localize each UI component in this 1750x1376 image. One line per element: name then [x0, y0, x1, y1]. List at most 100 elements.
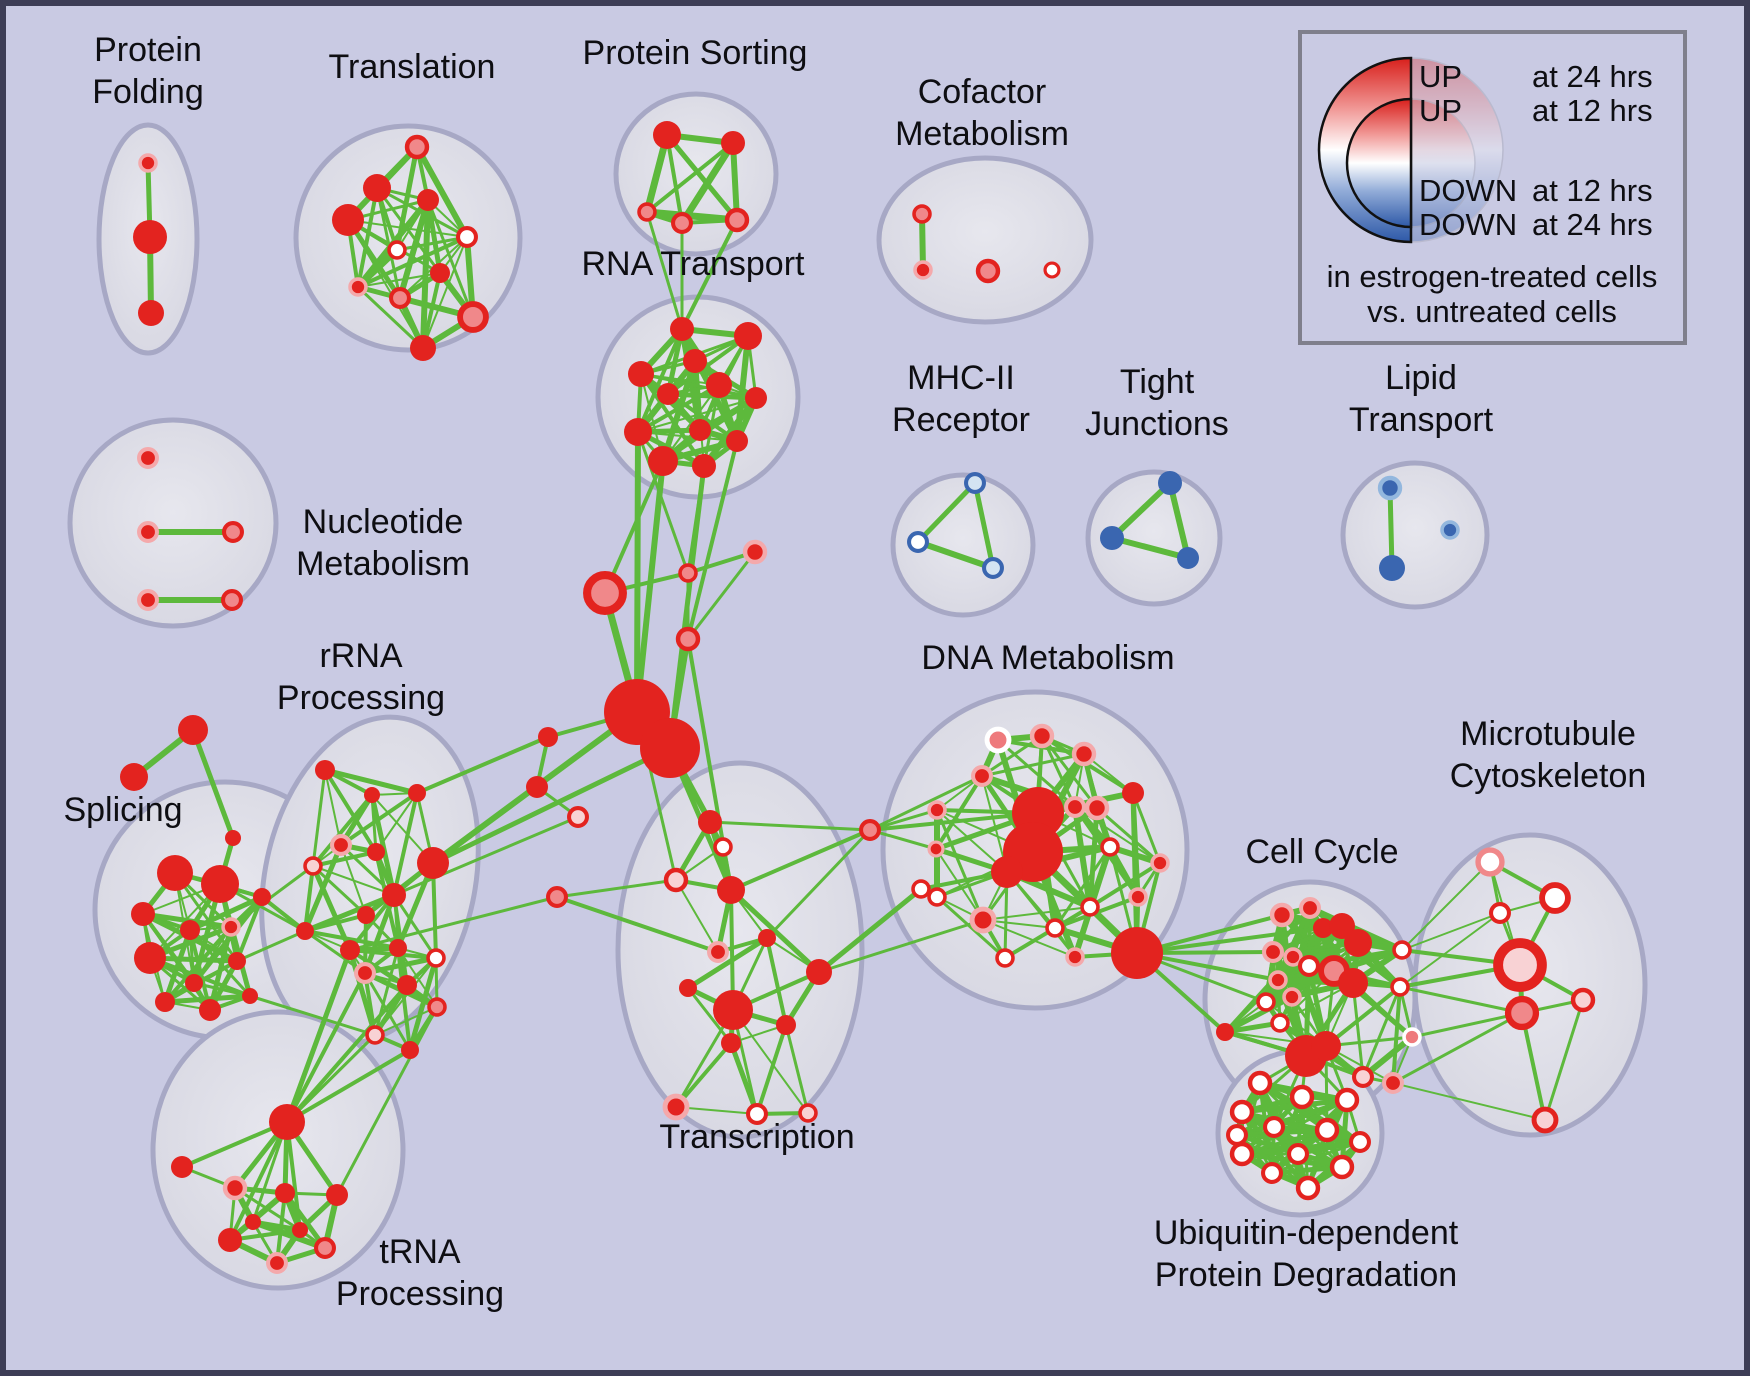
dna-node-19[interactable]	[995, 948, 1015, 968]
ex-node-1[interactable]	[678, 563, 698, 583]
ps-node-4[interactable]	[724, 207, 750, 233]
lt-node-1[interactable]	[1379, 555, 1405, 581]
rrna-node-11[interactable]	[426, 948, 446, 968]
ex-node-2[interactable]	[675, 626, 701, 652]
rrna-node-6[interactable]	[417, 847, 449, 879]
ps-node-2[interactable]	[637, 202, 657, 222]
nm-node-4[interactable]	[221, 589, 243, 611]
ps-node-0[interactable]	[653, 121, 681, 149]
trna-node-9[interactable]	[292, 1222, 308, 1238]
lt-node-2[interactable]	[1440, 520, 1460, 540]
spl-node-0[interactable]	[157, 855, 193, 891]
rrna-node-7[interactable]	[382, 883, 406, 907]
ubi-node-3[interactable]	[1229, 1099, 1255, 1125]
rrna-node-12[interactable]	[389, 939, 407, 957]
tr-node-2[interactable]	[417, 189, 439, 211]
rrna-node-5[interactable]	[367, 843, 385, 861]
dna-node-17[interactable]	[1080, 897, 1100, 917]
rt-node-9[interactable]	[726, 430, 748, 452]
dna-node-0[interactable]	[984, 726, 1012, 754]
rrna-node-13[interactable]	[354, 962, 376, 984]
rrna-node-4[interactable]	[303, 856, 323, 876]
tsc-node-2[interactable]	[663, 867, 689, 893]
tsc-node-10[interactable]	[721, 1033, 741, 1053]
trna-node-7[interactable]	[266, 1252, 288, 1274]
rt-node-1[interactable]	[734, 322, 762, 350]
tr-node-4[interactable]	[456, 226, 478, 248]
cc-node-18[interactable]	[1392, 940, 1412, 960]
cf-node-1[interactable]	[913, 260, 933, 280]
tr-node-8[interactable]	[389, 287, 411, 309]
rrna-node-16[interactable]	[365, 1025, 385, 1045]
spl-node-8[interactable]	[228, 952, 246, 970]
cc-node-15[interactable]	[1311, 1031, 1341, 1061]
tr-node-0[interactable]	[404, 134, 430, 160]
mhc-node-2[interactable]	[982, 557, 1004, 579]
dna-node-9[interactable]	[1100, 837, 1120, 857]
spl-node-6[interactable]	[134, 942, 166, 974]
dna-node-4[interactable]	[927, 800, 947, 820]
tj-node-1[interactable]	[1100, 526, 1124, 550]
rrna-node-3[interactable]	[330, 834, 352, 856]
spl-node-11[interactable]	[242, 988, 258, 1004]
rrna-node-8[interactable]	[357, 906, 375, 924]
tr-node-1[interactable]	[363, 174, 391, 202]
lt-node-0[interactable]	[1377, 475, 1403, 501]
ubi-node-5[interactable]	[1314, 1117, 1340, 1143]
rrna-node-15[interactable]	[427, 997, 447, 1017]
spl-node-5[interactable]	[253, 888, 271, 906]
ex-node-10[interactable]	[178, 715, 208, 745]
ubi-node-12[interactable]	[1226, 1124, 1248, 1146]
cc-node-5[interactable]	[1262, 941, 1284, 963]
tr-node-9[interactable]	[457, 301, 489, 333]
mt-node-5[interactable]	[1570, 987, 1596, 1013]
mt-node-2[interactable]	[1489, 902, 1511, 924]
cc-node-9[interactable]	[1338, 968, 1368, 998]
tsc-node-9[interactable]	[776, 1015, 796, 1035]
dna-node-18[interactable]	[1065, 947, 1085, 967]
pf-node-0[interactable]	[138, 153, 158, 173]
ubi-node-0[interactable]	[1247, 1070, 1273, 1096]
rrna-node-17[interactable]	[401, 1041, 419, 1059]
pf-node-1[interactable]	[133, 220, 167, 254]
rrna-node-14[interactable]	[397, 975, 417, 995]
mt-node-6[interactable]	[1531, 1106, 1559, 1134]
ubi-node-11[interactable]	[1295, 1175, 1321, 1201]
tsc-node-6[interactable]	[679, 979, 697, 997]
ubi-node-6[interactable]	[1349, 1131, 1371, 1153]
rt-node-2[interactable]	[683, 349, 707, 373]
cc-node-19[interactable]	[1390, 977, 1410, 997]
tsc-node-5[interactable]	[707, 941, 729, 963]
dna-node-12[interactable]	[1150, 853, 1170, 873]
cc-node-2[interactable]	[1313, 918, 1333, 938]
nm-node-3[interactable]	[137, 589, 159, 611]
nm-node-2[interactable]	[222, 521, 244, 543]
tr-node-7[interactable]	[348, 277, 368, 297]
ex-node-4[interactable]	[640, 718, 700, 778]
tsc-node-8[interactable]	[713, 990, 753, 1030]
rrna-node-10[interactable]	[340, 940, 360, 960]
ubi-node-1[interactable]	[1289, 1084, 1315, 1110]
cc-node-0[interactable]	[1269, 902, 1295, 928]
ubi-node-2[interactable]	[1334, 1087, 1360, 1113]
rt-node-0[interactable]	[670, 317, 694, 341]
spl-node-10[interactable]	[199, 999, 221, 1021]
trna-node-6[interactable]	[314, 1237, 336, 1259]
spl-node-3[interactable]	[180, 920, 200, 940]
ubi-node-4[interactable]	[1263, 1116, 1285, 1138]
rrna-node-9[interactable]	[296, 922, 314, 940]
cc-node-16[interactable]	[1352, 1066, 1374, 1088]
tsc-node-11[interactable]	[662, 1093, 690, 1121]
tsc-node-0[interactable]	[698, 810, 722, 834]
cf-node-2[interactable]	[975, 258, 1001, 284]
ubi-node-10[interactable]	[1261, 1162, 1283, 1184]
rrna-node-2[interactable]	[408, 784, 426, 802]
dna-node-10[interactable]	[991, 856, 1023, 888]
ubi-node-7[interactable]	[1229, 1141, 1255, 1167]
tsc-node-1[interactable]	[713, 837, 733, 857]
trna-node-3[interactable]	[275, 1183, 295, 1203]
ex-node-9[interactable]	[742, 539, 768, 565]
cc-node-17[interactable]	[1382, 1072, 1404, 1094]
rrna-node-1[interactable]	[364, 787, 380, 803]
ps-node-3[interactable]	[671, 212, 693, 234]
